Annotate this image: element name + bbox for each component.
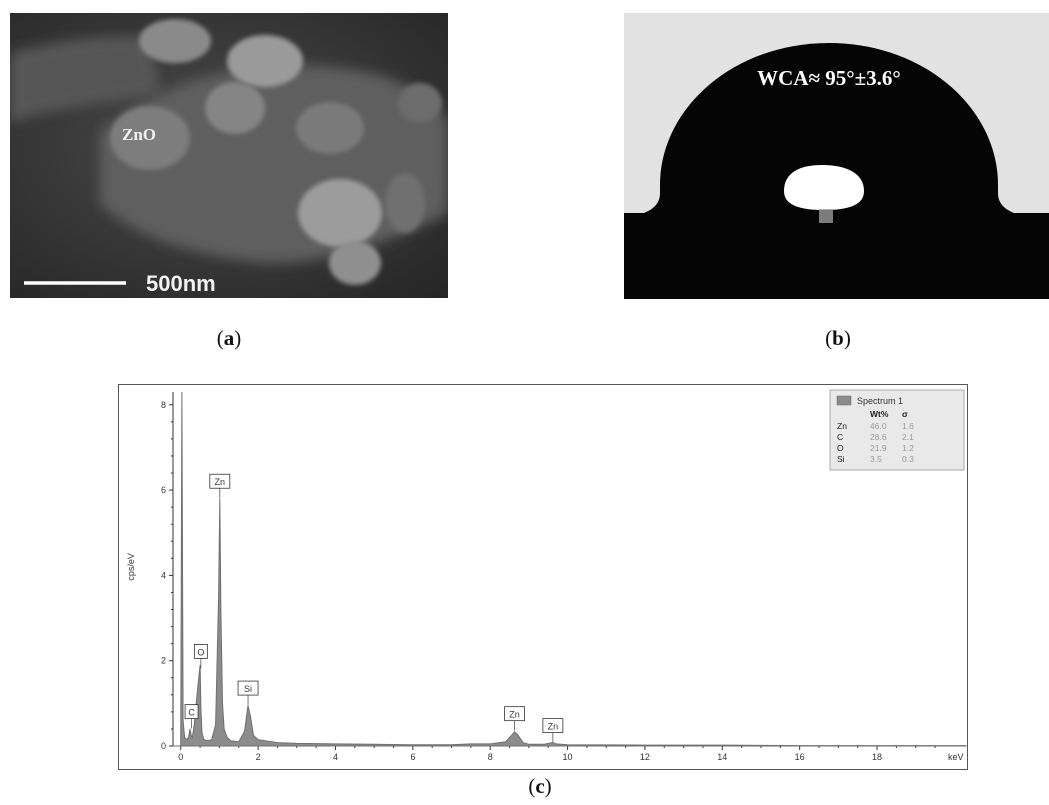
caption-b-letter: b — [832, 326, 844, 350]
legend-cell: 1.6 — [902, 421, 914, 431]
legend-header: σ — [902, 409, 908, 419]
legend-box: Spectrum 1 Wt% σ Zn 46.0 1.6 C 28.6 2.1 O 21.9 1.2… — [829, 389, 965, 471]
x-tick-label: 4 — [333, 752, 338, 762]
caption-c-close: ) — [544, 774, 552, 798]
legend-header: Wt% — [870, 409, 889, 419]
y-tick-label: 8 — [161, 400, 166, 410]
legend-cell: 21.9 — [870, 443, 887, 453]
legend-swatch — [836, 395, 852, 406]
particle-label: ZnO — [122, 125, 156, 144]
legend-title: Spectrum 1 — [857, 396, 903, 406]
x-axis-unit-label: keV — [948, 752, 964, 762]
contact-angle-value: WCA≈ 95°±3.6° — [757, 66, 901, 90]
caption-c: (c) — [510, 774, 570, 799]
peak-label-box — [237, 680, 259, 696]
peak-labels: C O Zn Si Zn Zn — [184, 473, 564, 743]
legend-table: Wt% σ Zn 46.0 1.6 C 28.6 2.1 O 21.9 1.2 Si 3.5 0.3 — [837, 409, 914, 464]
sem-image-panel: ZnO 500nm — [10, 13, 448, 298]
contact-angle-panel: WCA≈ 95°±3.6° — [624, 13, 1049, 299]
legend-cell: 1.2 — [902, 443, 914, 453]
peak-label: Si — [244, 684, 252, 694]
x-tick-label: 6 — [410, 752, 415, 762]
peak-label: Zn — [509, 710, 520, 720]
peak-label: Zn — [548, 722, 559, 732]
x-tick-label: 14 — [717, 752, 727, 762]
sem-micrograph: ZnO 500nm — [10, 13, 448, 298]
caption-a: (a) — [199, 326, 259, 351]
peak-label-box — [504, 706, 525, 722]
caption-a-open: ( — [216, 326, 224, 350]
peak-label: C — [188, 708, 195, 718]
peak-label: Zn — [215, 477, 226, 487]
x-tick-label: 8 — [488, 752, 493, 762]
legend-cell: 28.6 — [870, 432, 887, 442]
caption-a-letter: a — [223, 326, 235, 350]
caption-b-open: ( — [825, 326, 833, 350]
chart-frame — [118, 384, 968, 770]
caption-c-letter: c — [535, 774, 545, 798]
x-tick-label: 18 — [872, 752, 882, 762]
y-tick-label: 4 — [161, 570, 166, 580]
legend-cell: Zn — [837, 421, 847, 431]
spectrum-series — [173, 391, 967, 747]
y-tick-label: 2 — [161, 656, 166, 666]
peak-label-box — [184, 704, 199, 719]
x-tick-label: 0 — [178, 752, 183, 762]
y-tick-label: 6 — [161, 485, 166, 495]
legend-cell: C — [837, 432, 843, 442]
legend-cell: 2.1 — [902, 432, 914, 442]
legend-cell: O — [837, 443, 844, 453]
legend-cell: 3.5 — [870, 454, 882, 464]
y-tick-label: 0 — [161, 741, 166, 751]
legend-cell: Si — [837, 454, 845, 464]
eds-spectrum-panel: 0 2 4 6 8 0 2 4 6 8 10 12 14 16 18 C O Zn Si Zn Zn cps/eV k… — [118, 384, 968, 770]
caption-b-close: ) — [843, 326, 851, 350]
y-axis-label: cps/eV — [126, 553, 136, 581]
droplet-image: WCA≈ 95°±3.6° — [624, 13, 1049, 299]
legend-cell: 0.3 — [902, 454, 914, 464]
legend-background — [829, 389, 965, 471]
peak-label: O — [197, 647, 204, 657]
x-tick-label: 10 — [563, 752, 573, 762]
scale-bar-label: 500nm — [146, 271, 216, 296]
caption-a-close: ) — [234, 326, 242, 350]
x-tick-label: 2 — [256, 752, 261, 762]
legend-cell: 46.0 — [870, 421, 887, 431]
x-tick-label: 12 — [640, 752, 650, 762]
peak-label-box — [193, 644, 208, 659]
x-tick-label: 16 — [795, 752, 805, 762]
peak-label-box — [542, 718, 564, 734]
caption-b: (b) — [808, 326, 868, 351]
peak-label-box — [209, 473, 231, 489]
caption-c-open: ( — [528, 774, 536, 798]
